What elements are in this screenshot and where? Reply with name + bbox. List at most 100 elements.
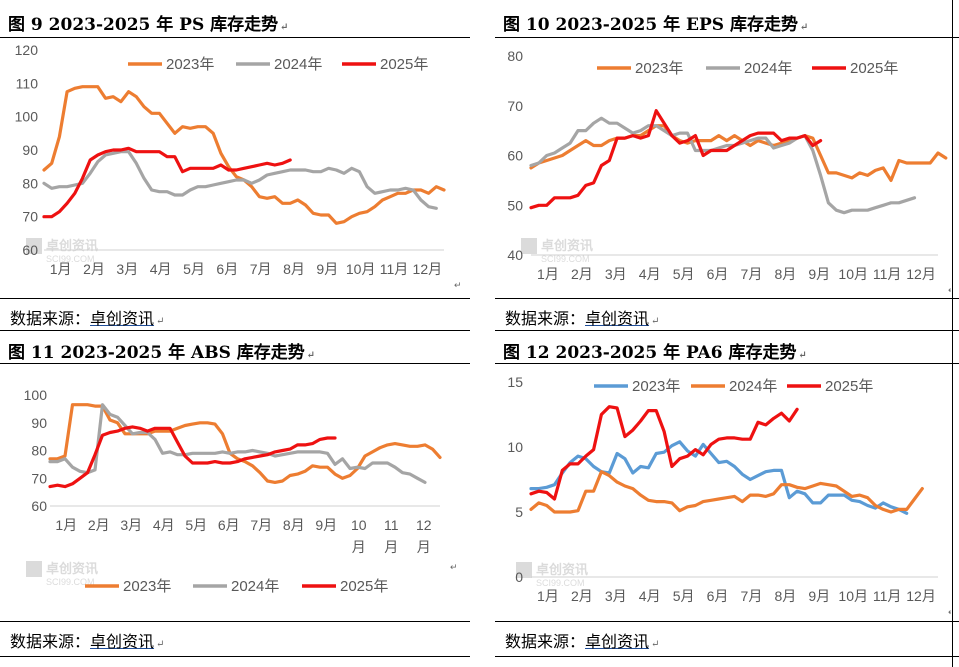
x-tick-label: 11月 (873, 588, 902, 604)
y-tick-label: 120 (15, 42, 39, 58)
y-tick-label: 50 (507, 197, 523, 213)
watermark-text: 卓创资讯 (46, 561, 98, 576)
chart-panel-pa6: 图 12 2023-2025 年 PA6 库存走势 ↵ 卓创资讯 SCI99.COM… (495, 333, 959, 667)
x-tick-label: 5月 (183, 261, 205, 277)
source-divider (0, 298, 470, 299)
chart-title: 图 10 2023-2025 年 EPS 库存走势 ↵ (503, 15, 809, 35)
x-tick-label: 11月 (380, 261, 409, 277)
series-line-2024年 (529, 116, 917, 215)
source-label: 数据来源： (10, 632, 91, 651)
watermark-text: 卓创资讯 (541, 238, 593, 253)
x-tick-label: 月 (384, 539, 398, 555)
watermark-icon (521, 238, 537, 254)
x-tick-label: 8月 (774, 588, 796, 604)
chart-title: 图 12 2023-2025 年 PA6 库存走势 ↵ (503, 343, 807, 363)
x-tick-label: 9月 (808, 588, 830, 604)
x-tick-label: 9月 (315, 517, 337, 533)
y-tick-label: 90 (22, 142, 38, 158)
x-tick-label: 2月 (83, 261, 105, 277)
series-line-2025年 (529, 405, 799, 501)
source-line: 数据来源：卓创资讯 ↵ (10, 632, 165, 651)
x-tick-label: 12月 (413, 261, 443, 277)
series-line-2024年 (529, 470, 924, 514)
x-tick-label: 4月 (639, 266, 661, 282)
series-line-2024年 (48, 403, 427, 485)
x-tick-label: 2月 (571, 588, 593, 604)
title-divider (0, 363, 470, 364)
x-tick-label: 9月 (316, 261, 338, 277)
series-line-2023年 (529, 440, 909, 515)
x-tick-label: 4月 (153, 517, 175, 533)
source-link[interactable]: 卓创资讯 (585, 309, 650, 328)
source-link[interactable]: 卓创资讯 (90, 632, 155, 651)
x-tick-label: 12月 (906, 588, 936, 604)
series-line-2024年 (42, 150, 438, 210)
y-tick-label: 60 (22, 242, 38, 258)
legend-label: 2025年 (380, 56, 428, 73)
x-tick-label: 7月 (741, 588, 763, 604)
x-tick-label: 12 (416, 517, 432, 533)
x-tick-label: 2月 (88, 517, 110, 533)
series-line-2025年 (529, 109, 823, 210)
panel-right-border (952, 0, 953, 333)
title-divider (495, 37, 959, 38)
x-tick-label: 3月 (116, 261, 138, 277)
source-link[interactable]: 卓创资讯 (585, 632, 650, 651)
chart-title: 图 11 2023-2025 年 ABS 库存走势 ↵ (8, 343, 316, 363)
x-tick-label: 12月 (906, 266, 936, 282)
y-tick-label: 80 (22, 175, 38, 191)
watermark-subtext: SCI99.COM (541, 254, 590, 264)
watermark-icon (26, 238, 42, 254)
y-tick-label: 15 (507, 374, 523, 390)
x-tick-label: 9月 (808, 266, 830, 282)
source-label: 数据来源： (505, 632, 586, 651)
x-tick-label: 3月 (120, 517, 142, 533)
y-tick-label: 100 (24, 387, 48, 403)
x-tick-label: 11 (384, 517, 399, 533)
x-tick-label: 1月 (537, 266, 559, 282)
y-tick-label: 70 (22, 209, 38, 225)
watermark-subtext: SCI99.COM (46, 577, 95, 587)
source-divider (0, 621, 470, 622)
x-tick-label: 5月 (673, 588, 695, 604)
y-tick-label: 5 (515, 504, 523, 520)
y-tick-label: 60 (31, 498, 47, 514)
watermark-icon (26, 561, 42, 577)
source-label: 数据来源： (10, 309, 91, 328)
x-tick-label: 4月 (150, 261, 172, 277)
watermark-subtext: SCI99.COM (536, 578, 585, 588)
x-tick-label: 5月 (185, 517, 207, 533)
series-line-2023年 (529, 124, 948, 182)
title-divider (0, 37, 470, 38)
panel-bottom-border (495, 330, 959, 331)
y-tick-label: 110 (16, 75, 39, 91)
y-tick-label: 40 (507, 247, 523, 263)
x-tick-label: 10月 (346, 261, 376, 277)
x-tick-label: 6月 (707, 266, 729, 282)
chart-panel-abs: 图 11 2023-2025 年 ABS 库存走势 ↵ 卓创资讯 SCI99.COM… (0, 333, 470, 667)
y-tick-label: 60 (507, 148, 523, 164)
source-divider (495, 298, 959, 299)
return-mark: ↵ (450, 562, 458, 572)
title-divider (495, 363, 959, 364)
watermark-subtext: SCI99.COM (46, 254, 95, 264)
y-tick-label: 10 (507, 439, 523, 455)
return-mark: ↵ (948, 285, 951, 295)
chart-title: 图 9 2023-2025 年 PS 库存走势 ↵ (8, 15, 289, 35)
y-tick-label: 70 (507, 98, 523, 114)
x-tick-label: 8月 (283, 517, 305, 533)
legend-label: 2023年 (123, 578, 171, 595)
watermark-icon (516, 562, 532, 578)
source-label: 数据来源： (505, 309, 586, 328)
legend-label: 2024年 (744, 60, 792, 77)
series-line-2025年 (42, 146, 292, 219)
x-tick-label: 7月 (250, 261, 272, 277)
source-link[interactable]: 卓创资讯 (90, 309, 155, 328)
x-tick-label: 11月 (873, 266, 902, 282)
x-tick-label: 8月 (283, 261, 305, 277)
